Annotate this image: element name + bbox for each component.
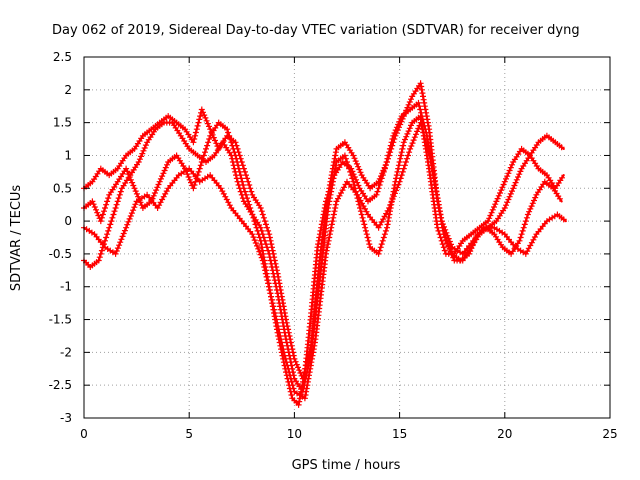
y-tick-label: 1 [64,148,72,162]
x-tick-label: 10 [287,427,302,441]
y-tick-label: -3 [60,411,72,425]
y-tick-label: 0.5 [53,181,72,195]
series-layer [81,80,567,408]
y-tick-label: 2 [64,83,72,97]
axis-ticks [83,56,611,419]
data-point-markers [81,119,567,402]
y-tick-label: -2 [60,345,72,359]
plot-frame [83,56,611,419]
series-satellite-track-4 [81,113,565,395]
y-axis-title: SDTVAR / TECUs [9,185,24,292]
y-tick-label: 0 [64,214,72,228]
x-tick-label: 20 [497,427,512,441]
chart-title: Day 062 of 2019, Sidereal Day-to-day VTE… [52,23,580,38]
y-tick-label: -1.5 [49,313,72,327]
series-satellite-track-3 [81,119,567,402]
grid [84,57,610,418]
y-tick-label: -1 [60,280,72,294]
x-tick-label: 0 [80,427,88,441]
y-tick-label: -0.5 [49,247,72,261]
x-tick-label: 25 [602,427,617,441]
tick-labels: 0 5 10 15 20 25 2.5 2 1.5 1 0.5 0 -0.5 -1 -1.5 -2 -2.5 -3 [49,50,618,441]
x-axis-title: GPS time / hours [292,458,401,473]
y-tick-label: 1.5 [53,116,72,130]
y-tick-label: 2.5 [53,50,72,64]
y-tick-label: -2.5 [49,378,72,392]
x-tick-label: 15 [392,427,407,441]
x-tick-label: 5 [185,427,193,441]
